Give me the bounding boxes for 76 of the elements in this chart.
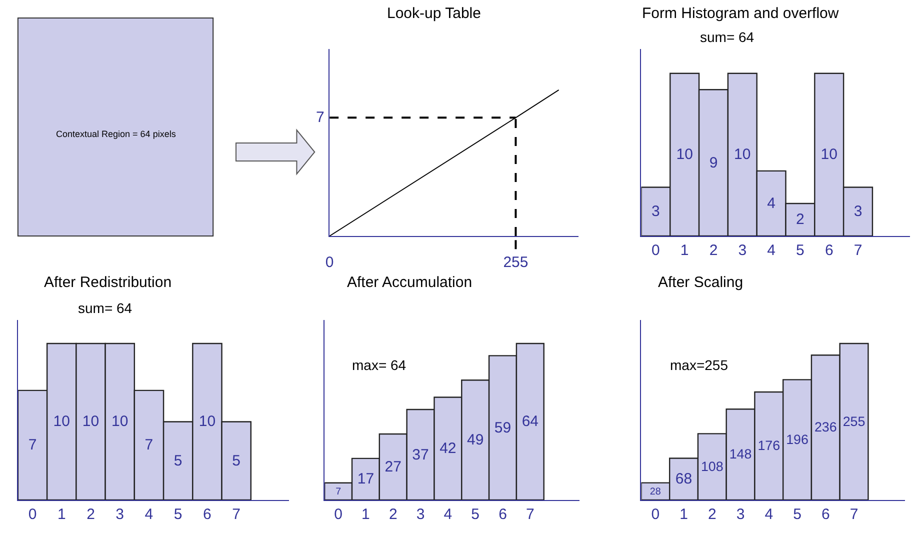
data-label: 2 (796, 211, 804, 228)
x-tick-label: 1 (680, 242, 689, 259)
x-tick-label: 4 (444, 506, 452, 523)
x-tick-label: 7 (854, 242, 862, 259)
data-label: 10 (676, 146, 693, 164)
x-tick-label: 2 (388, 506, 398, 523)
chart-title: After Redistribution (44, 274, 172, 291)
data-label: 196 (786, 432, 808, 447)
data-label: 10 (112, 413, 128, 430)
x-tick-label: 0 (28, 506, 37, 523)
x-tick-label: 2 (86, 506, 95, 523)
data-label: 27 (384, 458, 402, 476)
x-tick-label: 0 (325, 254, 334, 271)
x-tick-label: 4 (144, 506, 154, 523)
data-label: 255 (842, 414, 866, 429)
data-label: 28 (650, 486, 662, 498)
data-label: 5 (232, 452, 241, 470)
x-tick-label: 7 (526, 506, 534, 523)
x-tick-label: 3 (738, 242, 747, 259)
x-tick-label: 7 (850, 506, 858, 523)
x-tick-label: 6 (824, 242, 834, 259)
x-tick-label: 5 (471, 506, 480, 523)
data-label: 148 (729, 446, 752, 462)
x-tick-label: 6 (203, 506, 212, 523)
x-tick-label: 1 (680, 506, 688, 523)
x-tick-label: 5 (174, 506, 182, 523)
x-tick-label: 2 (709, 242, 718, 259)
data-label: 108 (700, 458, 724, 474)
data-label: 3 (854, 203, 862, 220)
x-tick-label: 0 (334, 506, 342, 523)
data-label: 59 (494, 419, 512, 436)
data-label: 49 (467, 432, 484, 449)
data-label: 7 (28, 436, 37, 454)
data-label: 10 (734, 146, 751, 164)
x-tick-label: 1 (362, 506, 370, 523)
data-label: 17 (357, 470, 374, 488)
x-tick-label: 4 (767, 242, 776, 259)
data-label: 7 (336, 486, 342, 498)
x-tick-label: 6 (821, 506, 830, 523)
x-tick-label: 0 (651, 506, 660, 523)
data-label: 9 (709, 154, 718, 172)
data-label: 5 (174, 452, 182, 470)
data-label: 10 (53, 413, 70, 430)
data-label: 37 (412, 446, 429, 464)
x-tick-label: 5 (796, 242, 804, 259)
x-tick-label: 3 (416, 506, 425, 523)
annotation: max=255 (670, 357, 728, 373)
data-label: 68 (675, 470, 692, 488)
data-label: 7 (144, 436, 154, 454)
data-label: 3 (652, 203, 660, 220)
x-tick-label: 2 (708, 506, 716, 523)
x-tick-label: 3 (116, 506, 124, 523)
x-tick-label: 6 (498, 506, 507, 523)
chart-title: Look-up Table (387, 5, 481, 22)
data-label: 10 (198, 413, 216, 430)
data-label: 10 (820, 146, 838, 164)
text: sum= 64 (700, 29, 754, 45)
x-tick-label: 4 (764, 506, 774, 523)
chart-title: After Accumulation (347, 274, 472, 291)
annotation: max= 64 (352, 357, 406, 373)
data-label: 236 (814, 420, 837, 435)
x-tick-label: 0 (652, 242, 660, 259)
text: Contextual Region = 64 pixels (56, 129, 176, 139)
x-tick-label: 7 (232, 506, 241, 523)
data-label: 4 (767, 194, 776, 212)
data-label: 176 (758, 438, 780, 454)
text: sum= 64 (78, 300, 132, 316)
data-label: 10 (82, 413, 100, 430)
x-tick-label: 1 (57, 506, 66, 523)
data-label: 64 (522, 413, 538, 430)
chart-title: Form Histogram and overflow (642, 5, 839, 22)
text: 7 (316, 109, 324, 126)
x-tick-label: 3 (736, 506, 745, 523)
chart-title: After Scaling (658, 274, 744, 291)
x-tick-label: 5 (793, 506, 802, 523)
data-label: 42 (440, 440, 456, 458)
